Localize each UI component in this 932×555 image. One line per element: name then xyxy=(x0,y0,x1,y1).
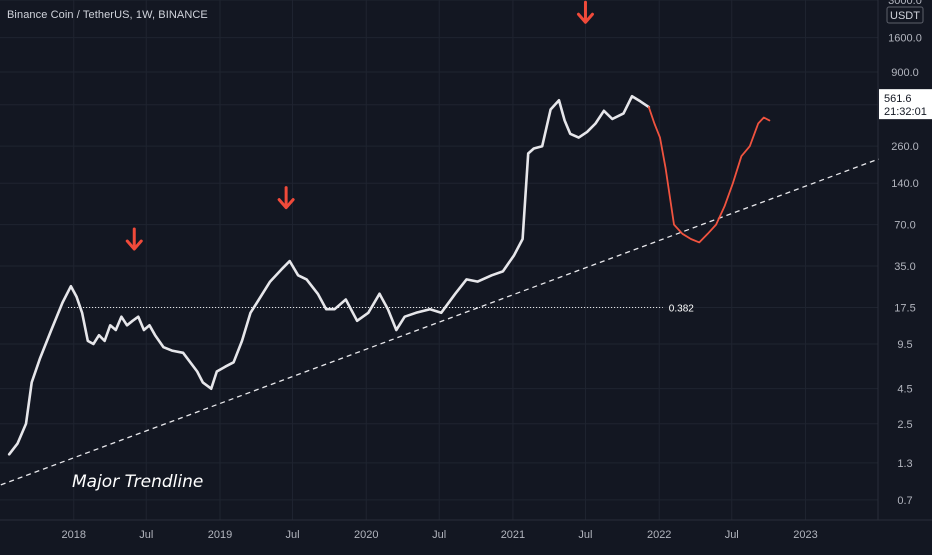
trendline-layer xyxy=(0,158,880,486)
x-tick-label: 2022 xyxy=(647,529,671,541)
y-tick-label: 2.5 xyxy=(897,419,912,431)
price-axis[interactable]: 3000.01600.0900.0520.0260.0140.070.035.0… xyxy=(888,0,922,507)
chart-title: Binance Coin / TetherUS, 1W, BINANCE xyxy=(7,9,208,21)
arrow-layer xyxy=(125,0,594,251)
x-tick-label: 2019 xyxy=(208,529,232,541)
currency-label: USDT xyxy=(890,10,920,22)
x-tick-label: 2018 xyxy=(61,529,85,541)
major-trendline xyxy=(0,158,880,486)
y-tick-label: 35.0 xyxy=(894,261,915,273)
fib-level-label: 0.382 xyxy=(669,303,694,314)
x-tick-label: 2023 xyxy=(793,529,817,541)
y-tick-label: 1600.0 xyxy=(888,33,922,45)
x-tick-label: Jul xyxy=(578,529,592,541)
down-arrow-head-icon xyxy=(576,12,594,24)
y-tick-label: 9.5 xyxy=(897,339,912,351)
down-arrow-head-icon xyxy=(277,198,295,210)
y-tick-label: 4.5 xyxy=(897,384,912,396)
y-tick-label: 17.5 xyxy=(894,302,915,314)
time-axis[interactable]: 2018 Jul 2019 Jul 2020 Jul 2021 Jul 2022 Jul 2023 xyxy=(61,529,817,541)
x-tick-label: 2020 xyxy=(354,529,378,541)
y-tick-label: 260.0 xyxy=(891,141,919,153)
down-arrow-head-icon xyxy=(125,239,143,251)
y-tick-label: 70.0 xyxy=(894,220,915,232)
price-series-line-2 xyxy=(647,106,771,244)
countdown-label: 21:32:01 xyxy=(884,106,927,118)
y-tick-label: 3000.0 xyxy=(888,0,922,7)
annotation-layer: Major Trendline xyxy=(72,472,203,492)
price-series-line-1 xyxy=(7,94,651,456)
price-badges: USDT 561.621:32:01 xyxy=(879,6,932,120)
y-tick-label: 1.3 xyxy=(897,458,912,470)
x-tick-label: 2021 xyxy=(501,529,525,541)
y-tick-label: 0.7 xyxy=(897,495,912,507)
last-price-badge xyxy=(879,89,932,120)
x-tick-label: Jul xyxy=(286,529,300,541)
series-layer xyxy=(7,94,771,456)
fib-level-layer: 0.382 xyxy=(68,303,694,314)
x-tick-label: Jul xyxy=(432,529,446,541)
x-tick-label: Jul xyxy=(139,529,153,541)
y-tick-label: 900.0 xyxy=(891,67,919,79)
x-tick-label: Jul xyxy=(725,529,739,541)
currency-badge xyxy=(886,6,924,24)
trendline-label: Major Trendline xyxy=(72,472,203,492)
last-price-label: 561.6 xyxy=(884,93,912,105)
y-tick-label: 140.0 xyxy=(891,178,919,190)
